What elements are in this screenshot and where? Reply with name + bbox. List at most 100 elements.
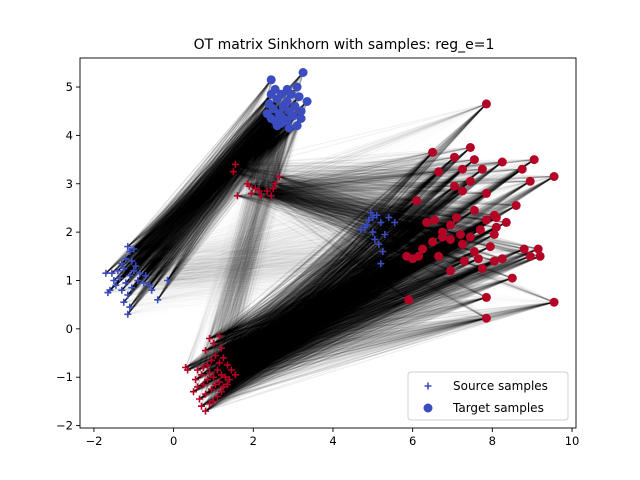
- transport-line: [139, 108, 274, 274]
- transport-line: [135, 98, 278, 267]
- transport-line: [111, 120, 276, 274]
- transport-line: [135, 125, 278, 267]
- transport-line: [117, 93, 292, 272]
- transport-line: [139, 101, 288, 274]
- transport-line: [117, 120, 276, 272]
- transport-line: [119, 125, 298, 279]
- transport-line: [125, 89, 276, 284]
- transport-line: [129, 103, 270, 276]
- transport-line: [125, 101, 308, 284]
- transport-line: [131, 118, 284, 262]
- transport-line: [121, 118, 284, 265]
- transport-line: [119, 120, 276, 279]
- transport-line: [113, 101, 288, 281]
- transport-line: [119, 98, 278, 279]
- transport-line: [111, 79, 272, 274]
- transport-line: [131, 118, 302, 262]
- transport-line: [117, 89, 276, 272]
- transport-line: [135, 96, 300, 267]
- transport-line: [113, 105, 296, 281]
- transport-line: [135, 127, 290, 267]
- transport-line: [129, 113, 280, 277]
- transport-line: [135, 93, 282, 267]
- transport-line: [137, 113, 268, 281]
- transport-line: [111, 122, 282, 274]
- transport-line: [135, 101, 288, 267]
- transport-line: [117, 105, 284, 272]
- transport-line: [123, 122, 282, 269]
- transport-line: [111, 113, 268, 274]
- transport-line: [143, 103, 270, 284]
- transport-line: [123, 110, 302, 269]
- transport-line: [121, 103, 270, 265]
- transport-line: [133, 93, 272, 272]
- transport-line: [125, 118, 284, 284]
- transport-line: [105, 113, 280, 274]
- transport-line: [129, 108, 274, 252]
- transport-line: [121, 88, 288, 265]
- transport-line: [135, 89, 288, 267]
- transport-line: [111, 93, 292, 274]
- transport-line: [123, 93, 282, 269]
- transport-line: [139, 125, 278, 274]
- transport-line: [125, 105, 296, 284]
- transport-line: [133, 120, 288, 272]
- transport-line: [123, 93, 292, 269]
- transport-line: [125, 93, 272, 284]
- transport-line: [143, 125, 278, 284]
- transport-line: [129, 125, 278, 277]
- transport-line: [137, 125, 278, 281]
- transport-line: [129, 120, 288, 277]
- transport-line: [111, 105, 284, 274]
- transport-line: [113, 113, 268, 281]
- transport-line: [117, 88, 288, 272]
- transport-line: [129, 125, 298, 277]
- transport-line: [137, 93, 292, 281]
- transport-line: [105, 105, 284, 274]
- transport-line: [133, 89, 288, 272]
- transport-line: [135, 72, 304, 267]
- transport-line: [117, 113, 280, 272]
- transport-line: [125, 120, 276, 260]
- transport-line: [129, 113, 280, 252]
- transport-line: [139, 118, 284, 274]
- transport-line: [121, 118, 272, 265]
- transport-line: [131, 125, 298, 262]
- transport-line: [133, 113, 280, 272]
- transport-line: [105, 98, 278, 274]
- transport-line: [125, 113, 280, 260]
- transport-line: [129, 101, 288, 252]
- transport-line: [125, 108, 274, 284]
- transport-line: [119, 118, 272, 279]
- transport-line: [137, 89, 276, 281]
- transport-line: [125, 93, 282, 260]
- transport-line: [113, 113, 280, 281]
- transport-line: [143, 101, 288, 284]
- transport-line: [119, 101, 308, 279]
- transport-line: [129, 127, 290, 252]
- transport-line: [119, 115, 294, 279]
- transport-line: [121, 108, 274, 265]
- transport-line: [125, 79, 272, 260]
- transport-line: [135, 120, 276, 267]
- transport-line: [111, 118, 284, 274]
- transport-line: [123, 96, 300, 269]
- transport-line: [119, 93, 292, 279]
- transport-line: [119, 103, 270, 279]
- transport-line: [133, 125, 298, 272]
- transport-line: [133, 89, 276, 272]
- transport-line: [111, 93, 282, 274]
- transport-line: [129, 125, 298, 252]
- transport-line: [137, 103, 270, 281]
- transport-line: [113, 93, 282, 281]
- transport-line: [117, 96, 300, 272]
- plot-area: [80, 58, 576, 428]
- transport-line: [139, 103, 270, 274]
- transport-line: [143, 125, 298, 284]
- transport-line: [105, 110, 302, 274]
- transport-line: [127, 115, 294, 248]
- transport-line: [133, 93, 282, 272]
- transport-line: [143, 93, 272, 284]
- transport-line: [121, 110, 290, 265]
- transport-line: [111, 110, 290, 274]
